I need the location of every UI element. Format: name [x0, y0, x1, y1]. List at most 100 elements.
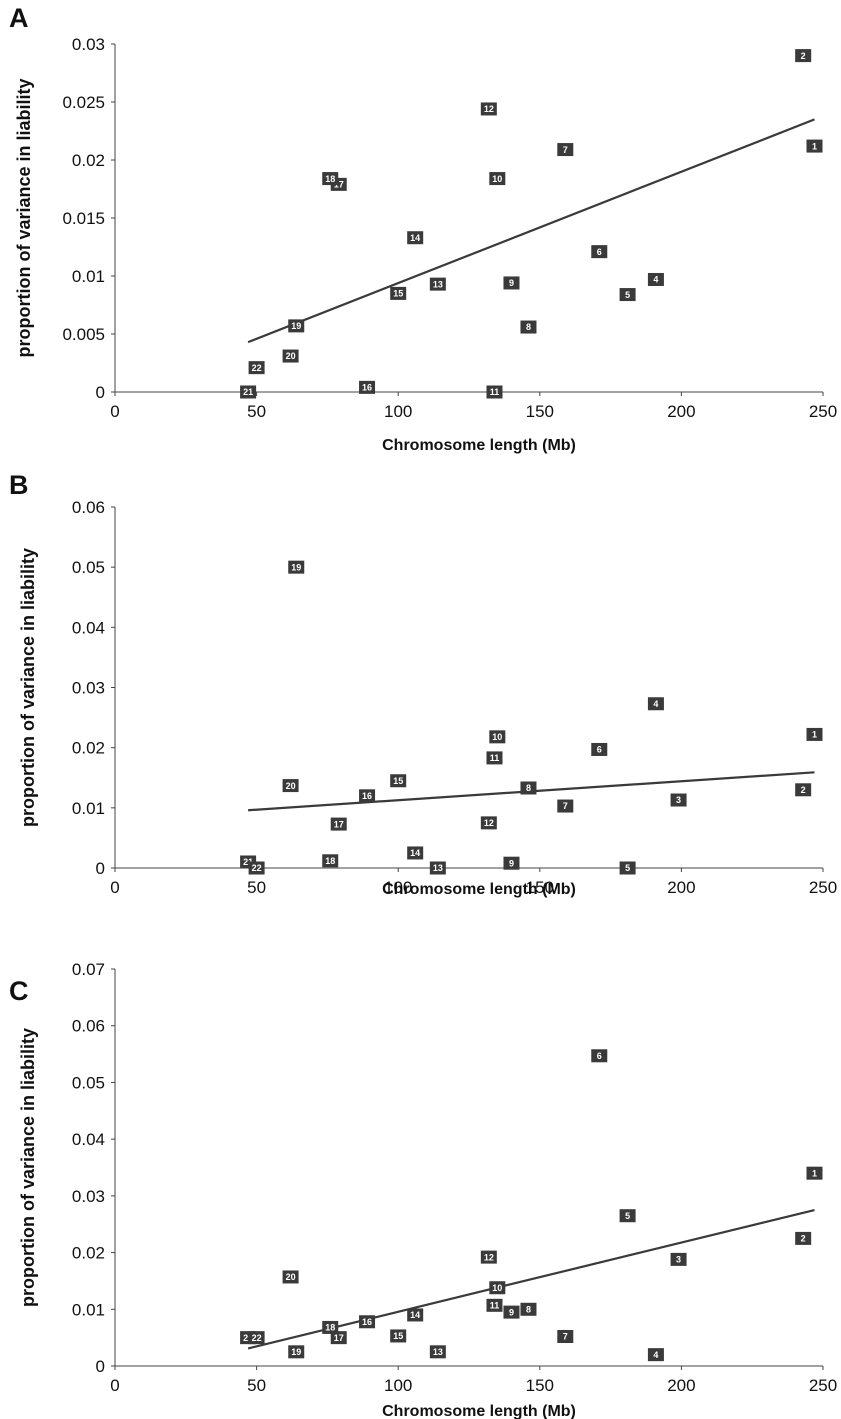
point-label: 18 — [325, 856, 335, 866]
y-tick-label: 0 — [96, 1357, 105, 1376]
point-marker — [520, 781, 537, 795]
data-point-19: 19 — [288, 1345, 305, 1359]
y-tick-label: 0.02 — [72, 151, 105, 170]
y-tick-label: 0.04 — [72, 618, 105, 637]
data-point-10: 10 — [489, 1281, 506, 1295]
data-point-20: 20 — [282, 779, 299, 793]
point-label: 22 — [252, 1333, 262, 1343]
point-marker — [591, 245, 608, 259]
point-marker — [503, 1305, 520, 1319]
point-label: 12 — [484, 1252, 494, 1262]
data-point-15: 15 — [390, 1329, 407, 1343]
point-label: 7 — [563, 801, 568, 811]
point-marker — [486, 1298, 503, 1312]
point-marker — [503, 856, 520, 870]
point-marker — [520, 1302, 537, 1316]
point-label: 13 — [433, 863, 443, 873]
data-point-19: 19 — [288, 319, 305, 333]
data-point-6: 6 — [591, 742, 608, 756]
point-marker — [282, 349, 299, 363]
point-marker — [647, 1348, 664, 1362]
y-tick-label: 0.02 — [72, 739, 105, 758]
point-label: 5 — [625, 290, 630, 300]
x-tick-label: 50 — [247, 1376, 266, 1395]
x-tick-label: 100 — [384, 878, 412, 897]
trend-line — [247, 1208, 815, 1350]
point-label: 15 — [393, 776, 403, 786]
point-marker — [288, 1345, 305, 1359]
data-point-20: 20 — [282, 1270, 299, 1284]
data-point-16: 16 — [359, 380, 376, 394]
data-point-18: 18 — [322, 172, 339, 186]
point-label: 11 — [490, 387, 500, 397]
point-label: 21 — [243, 857, 253, 867]
point-marker — [248, 1331, 265, 1345]
point-label: 17 — [334, 819, 344, 829]
point-marker — [486, 751, 503, 765]
x-tick-label: 0 — [110, 1376, 119, 1395]
point-label: 7 — [563, 1332, 568, 1342]
y-tick-label: 0.03 — [72, 679, 105, 698]
data-point-21: 21 — [240, 385, 257, 399]
y-axis-label: proportion of variance in liability — [18, 1028, 38, 1307]
data-point-18: 18 — [322, 854, 339, 868]
data-point-4: 4 — [647, 1348, 664, 1362]
point-label: 8 — [526, 783, 531, 793]
point-marker — [795, 783, 812, 797]
point-label: 11 — [490, 1301, 500, 1311]
point-marker — [390, 1329, 407, 1343]
point-label: 14 — [410, 848, 420, 858]
point-marker — [591, 1049, 608, 1063]
data-point-17: 17 — [330, 1331, 347, 1345]
point-label: 5 — [625, 1211, 630, 1221]
x-tick-label: 100 — [384, 402, 412, 421]
point-label: 7 — [563, 145, 568, 155]
data-point-7: 7 — [557, 799, 574, 813]
y-tick-label: 0.005 — [62, 325, 105, 344]
point-marker — [429, 1345, 446, 1359]
data-point-14: 14 — [407, 846, 424, 860]
y-tick-label: 0.06 — [72, 1017, 105, 1036]
point-marker — [619, 288, 636, 302]
x-tick-label: 250 — [809, 878, 837, 897]
data-point-20: 20 — [282, 349, 299, 363]
y-tick-label: 0.01 — [72, 1300, 105, 1319]
y-tick-label: 0.01 — [72, 799, 105, 818]
panel-letter: A — [9, 3, 29, 33]
data-point-15: 15 — [390, 286, 407, 300]
x-tick-label: 50 — [247, 878, 266, 897]
chart-panel-c: C 0 0.01 0.02 0.03 0.04 0.05 0.06 0.07 0 50 100 150 2… — [9, 960, 837, 1419]
point-label: 10 — [492, 732, 502, 742]
point-label: 16 — [362, 383, 372, 393]
y-tick-label: 0.01 — [72, 267, 105, 286]
x-tick-label: 250 — [809, 402, 837, 421]
point-marker — [806, 1166, 823, 1180]
point-label: 20 — [286, 1272, 296, 1282]
data-point-4: 4 — [647, 272, 664, 286]
point-marker — [429, 277, 446, 291]
y-tick-label: 0.02 — [72, 1244, 105, 1263]
y-tick-label: 0.05 — [72, 1073, 105, 1092]
data-point-6: 6 — [591, 245, 608, 259]
point-label: 18 — [325, 174, 335, 184]
point-marker — [670, 793, 687, 807]
data-point-19: 19 — [288, 560, 305, 574]
point-label: 14 — [410, 1310, 420, 1320]
point-label: 2 — [801, 1234, 806, 1244]
point-label: 9 — [509, 1307, 514, 1317]
data-point-5: 5 — [619, 1209, 636, 1223]
data-point-13: 13 — [429, 277, 446, 291]
data-point-2: 2 — [795, 49, 812, 63]
point-label: 13 — [433, 279, 443, 289]
point-marker — [282, 779, 299, 793]
point-label: 20 — [286, 351, 296, 361]
data-point-11: 11 — [486, 751, 503, 765]
point-label: 14 — [410, 233, 420, 243]
point-label: 3 — [676, 795, 681, 805]
point-label: 19 — [291, 1347, 301, 1357]
point-marker — [489, 730, 506, 744]
x-tick-label: 200 — [667, 402, 695, 421]
point-marker — [288, 319, 305, 333]
trend-line — [247, 118, 815, 344]
point-label: 21 — [243, 387, 253, 397]
